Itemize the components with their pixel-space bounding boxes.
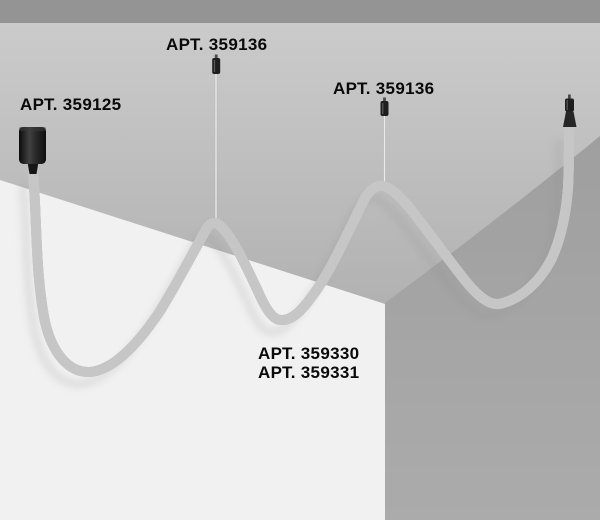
canopy-fixture: [19, 127, 46, 174]
top-wall-band: [0, 0, 600, 23]
mount-left-stem: [214, 54, 218, 59]
label-canopy: АРТ. 359125: [20, 95, 122, 114]
canopy-top-highlight: [19, 127, 46, 131]
ceiling-mount-left: [212, 54, 221, 74]
end-mount-stem: [568, 94, 571, 99]
front-wall: [0, 180, 385, 520]
label-cord-line1: АРТ. 359330: [258, 344, 360, 363]
mount-right-body: [380, 101, 389, 116]
canopy-neck: [27, 162, 39, 174]
label-cord-line2: АРТ. 359331: [258, 363, 360, 382]
suspension-wires: [214, 73, 386, 221]
flexible-cord: [28, 122, 574, 372]
mount-left-body: [212, 58, 221, 74]
cord-end-mount: [563, 94, 577, 127]
label-cord-articles: АРТ. 359330 АРТ. 359331: [258, 344, 359, 382]
side-wall: [385, 136, 600, 520]
label-suspension-right: АРТ. 359136: [333, 79, 435, 98]
cord-end-ferrule: [563, 111, 577, 127]
label-suspension-top: АРТ. 359136: [166, 35, 268, 54]
mount-right-stem: [383, 97, 386, 102]
canopy-body: [19, 127, 46, 164]
ceiling-mount-right: [380, 97, 389, 116]
end-mount-body: [565, 98, 574, 112]
